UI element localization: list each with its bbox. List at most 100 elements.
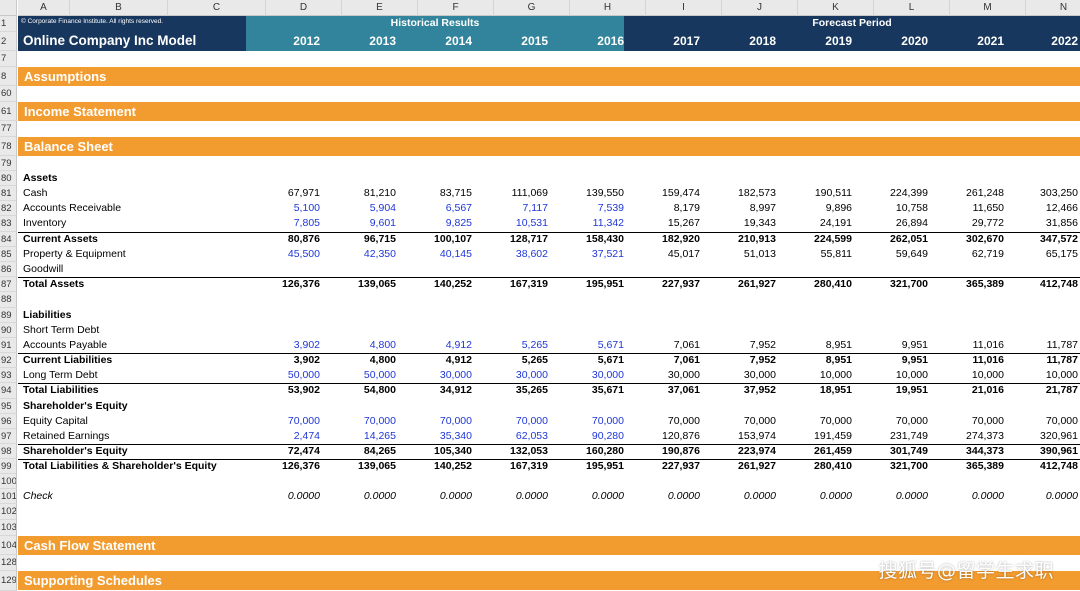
value-cell[interactable]: 45,017: [667, 248, 700, 260]
row-label[interactable]: Total Liabilities & Shareholder's Equity: [23, 460, 217, 472]
value-cell[interactable]: 9,951: [901, 339, 928, 351]
row-number[interactable]: 77: [0, 121, 17, 137]
row-number[interactable]: 2: [0, 32, 17, 51]
value-cell[interactable]: 120,876: [662, 430, 700, 442]
column-header-b[interactable]: B: [70, 0, 168, 16]
row-label[interactable]: Check: [23, 490, 53, 502]
value-cell[interactable]: 344,373: [966, 445, 1004, 457]
column-header-f[interactable]: F: [418, 0, 494, 16]
value-cell[interactable]: 50,000: [363, 369, 396, 381]
value-cell[interactable]: 40,145: [439, 248, 472, 260]
row-number[interactable]: 103: [0, 520, 17, 536]
row-number[interactable]: 129: [0, 571, 17, 591]
value-cell[interactable]: 35,671: [591, 384, 624, 396]
row-number[interactable]: 98: [0, 444, 17, 459]
row-label[interactable]: Current Liabilities: [23, 354, 113, 366]
value-cell[interactable]: 195,951: [586, 460, 624, 472]
value-cell[interactable]: 0.0000: [743, 490, 776, 502]
value-cell[interactable]: 153,974: [738, 430, 776, 442]
value-cell[interactable]: 224,599: [814, 233, 852, 245]
value-cell[interactable]: 30,000: [591, 369, 624, 381]
value-cell[interactable]: 0.0000: [819, 490, 852, 502]
column-header-d[interactable]: D: [266, 0, 342, 16]
value-cell[interactable]: 227,937: [662, 460, 700, 472]
value-cell[interactable]: 70,000: [287, 415, 320, 427]
row-number[interactable]: 100: [0, 474, 17, 489]
column-header-l[interactable]: L: [874, 0, 950, 16]
value-cell[interactable]: 80,876: [287, 233, 320, 245]
value-cell[interactable]: 7,117: [522, 202, 549, 214]
value-cell[interactable]: 70,000: [515, 415, 548, 427]
row-label[interactable]: Short Term Debt: [23, 324, 100, 336]
value-cell[interactable]: 15,267: [667, 217, 700, 229]
row-number[interactable]: 104: [0, 536, 17, 555]
value-cell[interactable]: 5,671: [597, 339, 624, 351]
value-cell[interactable]: 8,951: [825, 354, 852, 366]
value-cell[interactable]: 139,550: [586, 187, 624, 199]
value-cell[interactable]: 35,340: [439, 430, 472, 442]
value-cell[interactable]: 70,000: [819, 415, 852, 427]
value-cell[interactable]: 0.0000: [515, 490, 548, 502]
value-cell[interactable]: 35,265: [515, 384, 548, 396]
value-cell[interactable]: 9,601: [369, 217, 396, 229]
row-number[interactable]: 1: [0, 16, 17, 32]
row-label[interactable]: Equity Capital: [23, 415, 88, 427]
value-cell[interactable]: 7,061: [673, 339, 700, 351]
value-cell[interactable]: 0.0000: [287, 490, 320, 502]
value-cell[interactable]: 7,805: [293, 217, 320, 229]
row-label[interactable]: Property & Equipment: [23, 248, 126, 260]
row-number[interactable]: 128: [0, 555, 17, 571]
value-cell[interactable]: 53,902: [287, 384, 320, 396]
value-cell[interactable]: 29,772: [971, 217, 1004, 229]
value-cell[interactable]: 159,474: [662, 187, 700, 199]
value-cell[interactable]: 37,952: [743, 384, 776, 396]
value-cell[interactable]: 34,912: [439, 384, 472, 396]
column-header-h[interactable]: H: [570, 0, 646, 16]
section-assumptions[interactable]: Assumptions: [18, 67, 1080, 86]
value-cell[interactable]: 62,719: [971, 248, 1004, 260]
value-cell[interactable]: 160,280: [586, 445, 624, 457]
value-cell[interactable]: 11,342: [592, 217, 624, 229]
section-supporting-schedules[interactable]: Supporting Schedules: [18, 571, 1080, 590]
value-cell[interactable]: 67,971: [287, 187, 320, 199]
value-cell[interactable]: 8,997: [749, 202, 776, 214]
column-header-m[interactable]: M: [950, 0, 1026, 16]
value-cell[interactable]: 390,961: [1040, 445, 1078, 457]
row-label[interactable]: Total Assets: [23, 278, 85, 290]
row-number[interactable]: 99: [0, 459, 17, 474]
value-cell[interactable]: 30,000: [667, 369, 700, 381]
value-cell[interactable]: 50,000: [287, 369, 320, 381]
value-cell[interactable]: 21,787: [1045, 384, 1078, 396]
value-cell[interactable]: 31,856: [1045, 217, 1078, 229]
value-cell[interactable]: 126,376: [282, 278, 320, 290]
value-cell[interactable]: 54,800: [363, 384, 396, 396]
value-cell[interactable]: 84,265: [363, 445, 396, 457]
value-cell[interactable]: 261,927: [738, 278, 776, 290]
value-cell[interactable]: 90,280: [591, 430, 624, 442]
value-cell[interactable]: 412,748: [1040, 278, 1078, 290]
select-all-corner[interactable]: [0, 0, 17, 16]
row-number[interactable]: 81: [0, 186, 17, 201]
row-number[interactable]: 91: [0, 338, 17, 353]
value-cell[interactable]: 224,399: [890, 187, 928, 199]
value-cell[interactable]: 70,000: [363, 415, 396, 427]
row-number[interactable]: 84: [0, 232, 17, 247]
value-cell[interactable]: 182,573: [738, 187, 776, 199]
value-cell[interactable]: 9,896: [825, 202, 852, 214]
row-number[interactable]: 79: [0, 156, 17, 171]
column-header-n[interactable]: N: [1026, 0, 1080, 16]
column-header-g[interactable]: G: [494, 0, 570, 16]
value-cell[interactable]: 62,053: [515, 430, 548, 442]
value-cell[interactable]: 7,061: [673, 354, 700, 366]
value-cell[interactable]: 365,389: [966, 278, 1004, 290]
column-header-k[interactable]: K: [798, 0, 874, 16]
value-cell[interactable]: 167,319: [510, 278, 548, 290]
row-label[interactable]: Total Liabilities: [23, 384, 99, 396]
value-cell[interactable]: 10,531: [515, 217, 548, 229]
value-cell[interactable]: 320,961: [1040, 430, 1078, 442]
row-number[interactable]: 97: [0, 429, 17, 444]
value-cell[interactable]: 7,952: [749, 339, 776, 351]
value-cell[interactable]: 11,787: [1046, 339, 1078, 351]
value-cell[interactable]: 7,539: [597, 202, 624, 214]
value-cell[interactable]: 18,951: [819, 384, 852, 396]
